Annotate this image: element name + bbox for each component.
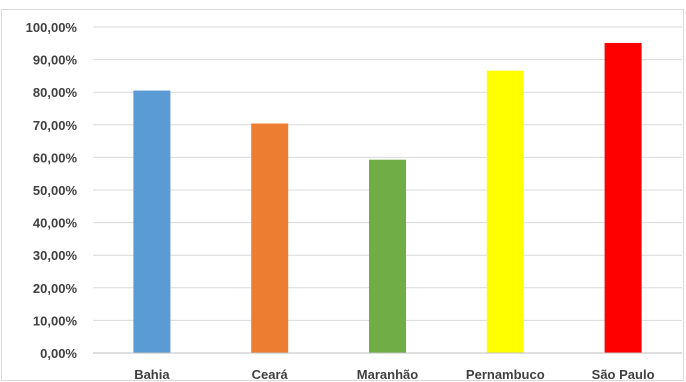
- x-tick-label: Pernambuco: [466, 367, 545, 382]
- y-tick-label: 90,00%: [33, 53, 78, 68]
- y-tick-label: 70,00%: [33, 118, 78, 133]
- y-tick-label: 100,00%: [26, 20, 78, 35]
- y-tick-label: 20,00%: [33, 281, 78, 296]
- x-tick-label: Maranhão: [357, 367, 418, 382]
- y-tick-label: 0,00%: [40, 346, 77, 361]
- chart-frame: [1, 9, 684, 381]
- bar-bahia: [133, 90, 171, 353]
- bar-pernambuco: [486, 70, 524, 354]
- bar-s-o-paulo: [604, 42, 642, 353]
- y-tick-label: 40,00%: [33, 216, 78, 231]
- y-tick-label: 60,00%: [33, 150, 78, 165]
- bar-cear-: [251, 123, 289, 353]
- y-tick-label: 80,00%: [33, 85, 78, 100]
- x-tick-label: Ceará: [252, 367, 289, 382]
- x-tick-label: São Paulo: [592, 367, 655, 382]
- bar-maranh-o: [369, 159, 406, 353]
- y-tick-label: 50,00%: [33, 183, 78, 198]
- y-tick-label: 10,00%: [33, 313, 78, 328]
- x-tick-label: Bahia: [134, 367, 170, 382]
- y-tick-label: 30,00%: [33, 248, 78, 263]
